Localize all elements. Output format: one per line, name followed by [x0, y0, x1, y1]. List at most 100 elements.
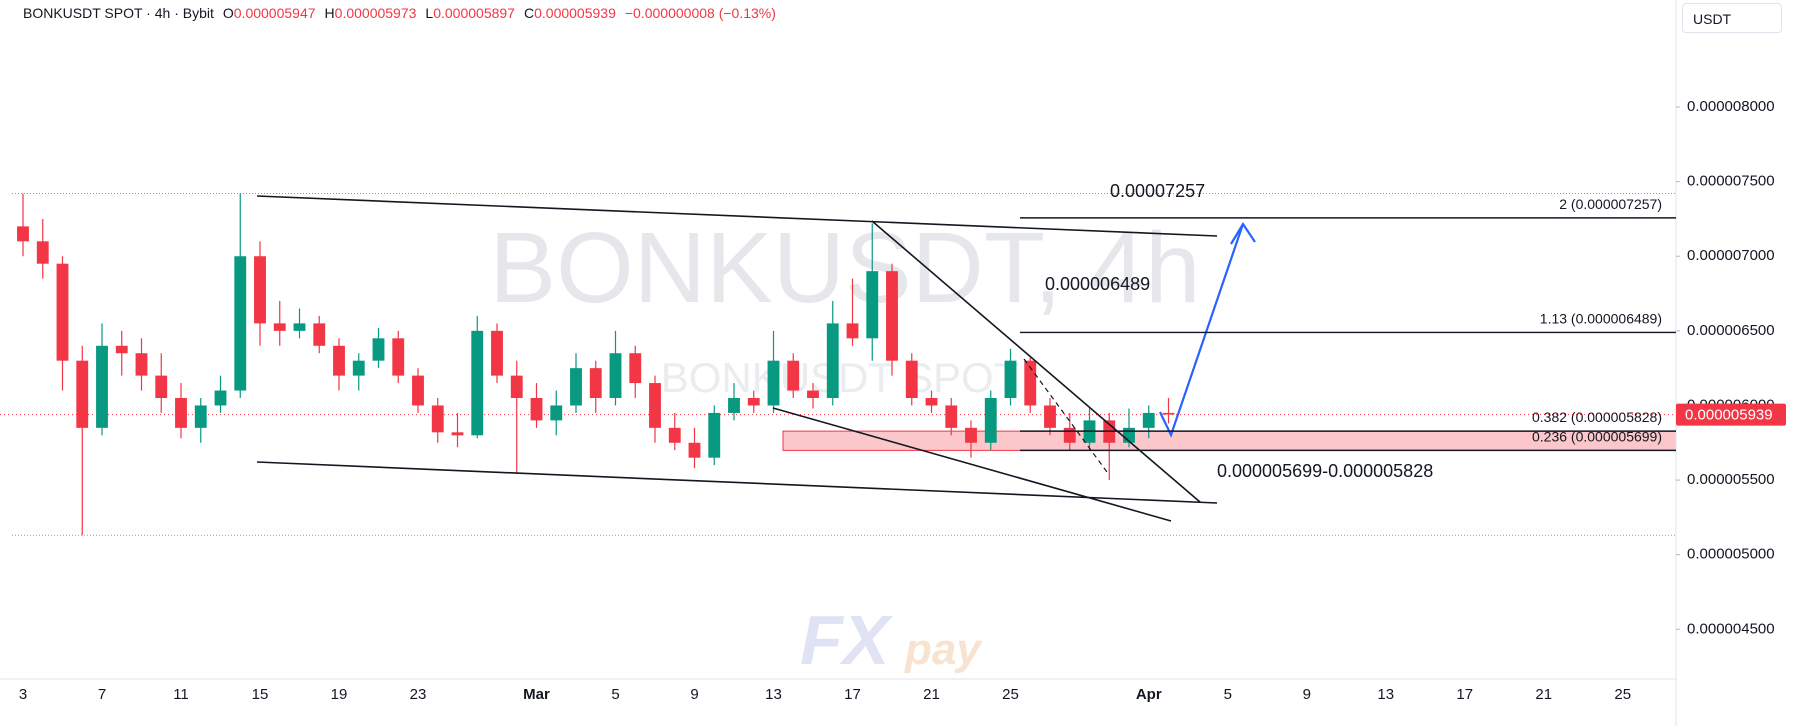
symbol: BONKUSDT SPOT · 4h · Bybit: [23, 5, 214, 21]
candle-body: [550, 405, 563, 421]
x-tick-label: 23: [410, 686, 427, 703]
watermark: BONKUSDT, 4h: [489, 212, 1200, 324]
candle-body: [96, 345, 108, 428]
price-tag-label: 0.000005939: [1685, 407, 1773, 424]
fib-label: 2 (0.000007257): [1559, 196, 1662, 212]
candle-body: [708, 412, 721, 458]
ohlc-value: 0.000005897: [433, 5, 515, 21]
candle-body: [747, 397, 760, 406]
candle-body: [767, 360, 780, 406]
candle-body: [846, 323, 859, 339]
candle-body: [471, 330, 484, 436]
drawings: [256, 195, 1256, 522]
candle-body: [372, 338, 385, 361]
candle-body: [194, 405, 207, 428]
candle-body: [273, 323, 286, 331]
legend-header: BONKUSDT SPOT · 4h · Bybit O 0.000005947 …: [23, 5, 776, 21]
fib-label: 0.236 (0.000005699): [1532, 428, 1662, 444]
candle-body: [1024, 360, 1037, 406]
candle-body: [609, 353, 622, 398]
x-tick-label: 11: [173, 686, 189, 703]
y-tick-label: 0.000005000: [1687, 546, 1775, 563]
candle-body: [925, 397, 938, 406]
ohlc-label: C: [523, 5, 535, 21]
ohlc-label: L: [425, 5, 434, 21]
candle-body: [629, 353, 642, 384]
candle-body: [570, 368, 582, 406]
candle-body: [36, 241, 49, 264]
candle-body: [1142, 412, 1155, 428]
candle-body: [886, 271, 898, 361]
candle-body: [17, 226, 29, 242]
currency-button[interactable]: USDT: [1682, 3, 1782, 33]
x-tick-label: 9: [1303, 686, 1311, 703]
candle-body: [491, 330, 503, 376]
ohlc-value: 0.000005973: [334, 5, 417, 21]
annotation: 0.000005699-0.000005828: [1217, 461, 1433, 481]
candle-body: [451, 432, 464, 436]
trendline: [256, 461, 1218, 504]
fib-label: 1.13 (0.000006489): [1540, 310, 1662, 326]
y-tick-label: 0.000004500: [1687, 620, 1775, 637]
watermark-sub: BONKUSDT SPOT: [661, 354, 1020, 401]
candle-body: [352, 360, 365, 376]
x-tick-label: 25: [1002, 686, 1019, 703]
x-tick-label: 21: [923, 686, 940, 703]
candle-body: [1044, 405, 1056, 428]
candle-body: [431, 405, 444, 433]
trendline: [772, 407, 1172, 522]
candle-body: [155, 375, 168, 398]
x-tick-label: 17: [844, 686, 861, 703]
x-tick-label: 5: [611, 686, 619, 703]
x-tick-label: 15: [252, 686, 269, 703]
candle-body: [1004, 360, 1017, 398]
projection-arrow: [1159, 223, 1245, 438]
logo-fx: FX: [800, 601, 894, 679]
price-tag: [1676, 403, 1786, 426]
candle-body: [392, 338, 405, 376]
candle-body: [293, 323, 306, 331]
candle-body: [510, 375, 523, 398]
x-tick-label: 25: [1614, 686, 1631, 703]
candle-body: [56, 263, 69, 361]
change: −0.000000008 (−0.13%): [624, 5, 776, 21]
y-tick-label: 0.000007000: [1687, 247, 1775, 264]
candle-body: [1063, 427, 1076, 443]
y-tick-label: 0.000005500: [1687, 471, 1775, 488]
y-tick-label: 0.000006500: [1687, 322, 1775, 339]
x-tick-label: 5: [1224, 686, 1232, 703]
trendline: [871, 220, 1201, 503]
annotation: 0.00007257: [1110, 181, 1205, 201]
ohlc-label: O: [222, 5, 234, 21]
candle-body: [866, 271, 879, 339]
candle-body: [313, 323, 326, 346]
y-tick-label: 0.000008000: [1687, 98, 1775, 115]
candle-body: [649, 383, 661, 428]
x-tick-label: 17: [1456, 686, 1473, 703]
candle-body: [1123, 427, 1135, 443]
x-tick-label: 19: [331, 686, 348, 703]
y-tick-label: 0.000007500: [1687, 173, 1775, 190]
candle-body: [826, 323, 839, 398]
logo-pay: pay: [904, 625, 983, 674]
candle-body: [76, 360, 89, 428]
x-tick-label: 7: [98, 686, 106, 703]
candle-body: [668, 427, 681, 443]
candle-body: [333, 345, 345, 376]
candle-body: [412, 375, 424, 406]
candle-body: [589, 368, 602, 398]
candle-body: [254, 256, 266, 324]
candle-body: [984, 397, 997, 443]
x-tick-label: 3: [19, 686, 27, 703]
x-tick-label: 21: [1535, 686, 1552, 703]
candle-body: [234, 256, 247, 391]
x-tick-label: 13: [765, 686, 782, 703]
candle-body: [945, 405, 958, 428]
annotation: 0.000006489: [1045, 274, 1150, 294]
candle-body: [807, 390, 819, 398]
fib-label: 0.382 (0.000005828): [1532, 409, 1662, 425]
candle-body: [728, 397, 740, 413]
ohlc-label: H: [324, 5, 335, 21]
trendline: [256, 195, 1218, 237]
